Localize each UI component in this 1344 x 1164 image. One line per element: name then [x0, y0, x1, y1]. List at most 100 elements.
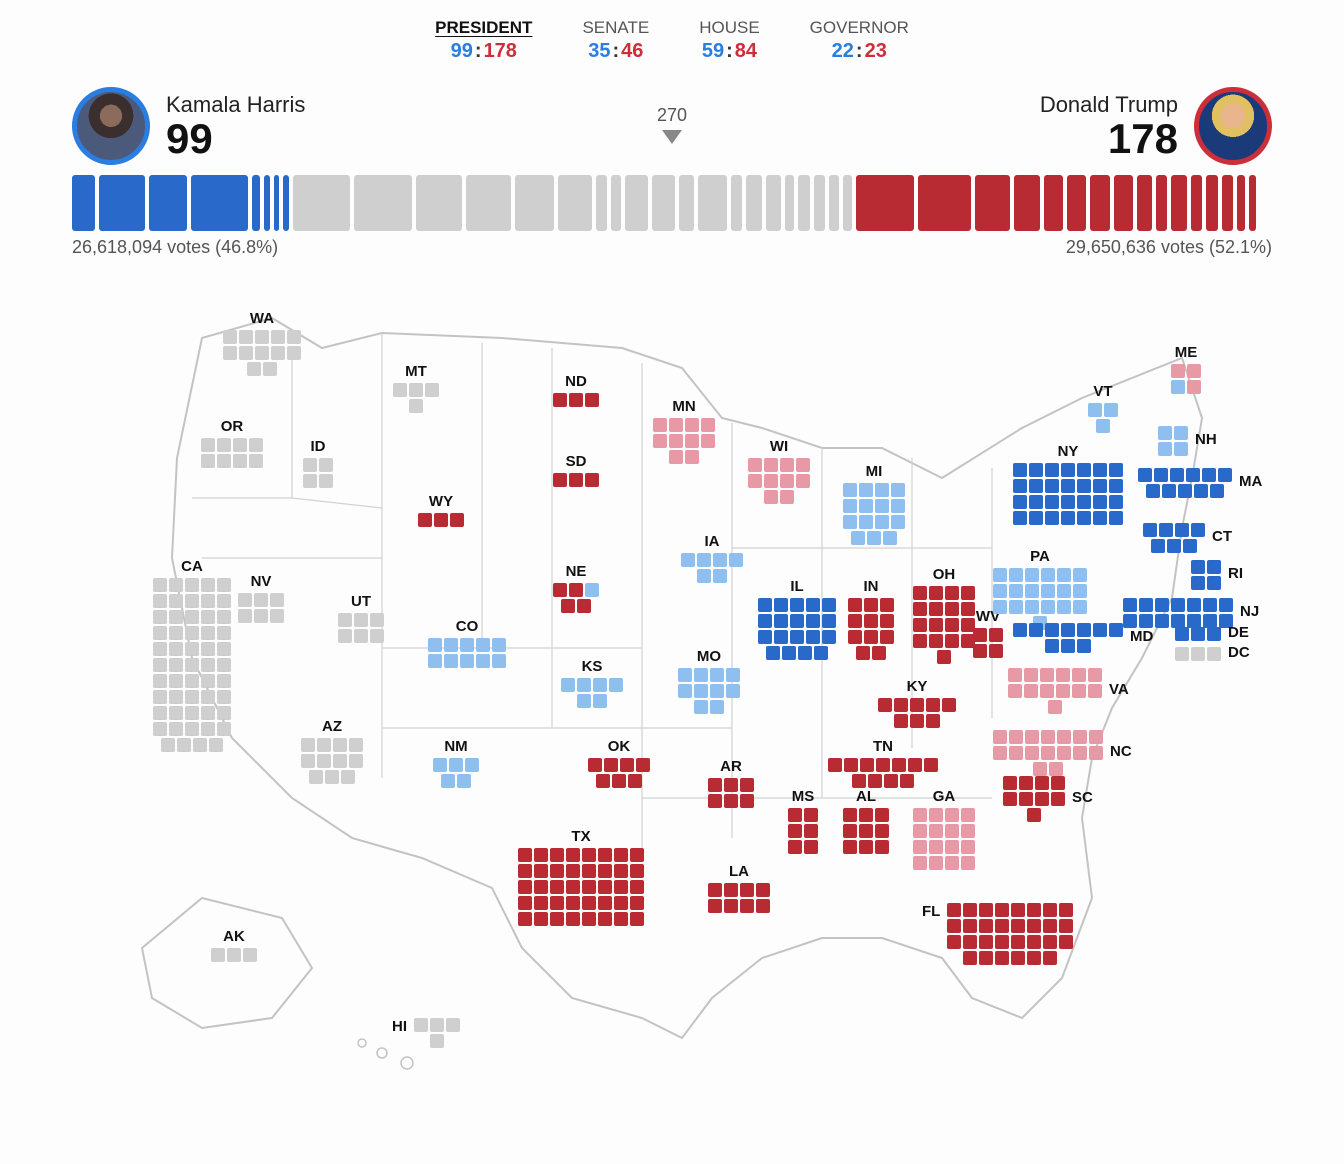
ev-bar-segment[interactable]	[1044, 175, 1063, 231]
ev-bar-segment[interactable]	[191, 175, 248, 231]
state-KY[interactable]: KY	[877, 678, 957, 728]
ev-bar-segment[interactable]	[354, 175, 411, 231]
ev-bar-segment[interactable]	[829, 175, 839, 231]
ev-bar-segment[interactable]	[1171, 175, 1186, 231]
ev-bar-segment[interactable]	[99, 175, 145, 231]
state-IN[interactable]: IN	[847, 578, 895, 660]
ev-bar-segment[interactable]	[785, 175, 795, 231]
ev-bar-segment[interactable]	[679, 175, 694, 231]
ev-bar-segment[interactable]	[746, 175, 761, 231]
ev-square	[628, 774, 642, 788]
tab-governor[interactable]: GOVERNOR22:23	[810, 18, 909, 63]
ev-bar-segment[interactable]	[1090, 175, 1109, 231]
ev-square	[790, 598, 804, 612]
ev-bar-segment[interactable]	[731, 175, 742, 231]
ev-bar-segment[interactable]	[611, 175, 621, 231]
state-WI[interactable]: WI	[747, 438, 811, 504]
state-UT[interactable]: UT	[337, 593, 385, 643]
state-AR[interactable]: AR	[707, 758, 755, 808]
state-ND[interactable]: ND	[552, 373, 600, 407]
ev-bar-segment[interactable]	[652, 175, 675, 231]
state-NY[interactable]: NY	[1012, 443, 1124, 525]
ev-bar-segment[interactable]	[293, 175, 350, 231]
ev-bar-segment[interactable]	[1191, 175, 1202, 231]
ev-bar-segment[interactable]	[596, 175, 607, 231]
tab-senate[interactable]: SENATE35:46	[582, 18, 649, 63]
ev-bar-segment[interactable]	[625, 175, 648, 231]
state-SD[interactable]: SD	[552, 453, 600, 487]
ev-bar-segment[interactable]	[1237, 175, 1245, 231]
state-OH[interactable]: OH	[912, 566, 976, 664]
ev-bar-segment[interactable]	[918, 175, 972, 231]
state-TX[interactable]: TX	[517, 828, 645, 926]
state-ME[interactable]: ME	[1170, 344, 1202, 394]
state-GA[interactable]: GA	[912, 788, 976, 870]
state-ID[interactable]: ID	[302, 438, 334, 488]
ev-bar-segment[interactable]	[466, 175, 512, 231]
state-NM[interactable]: NM	[432, 738, 480, 788]
ev-bar-segment[interactable]	[698, 175, 727, 231]
ev-bar-segment[interactable]	[515, 175, 553, 231]
ev-bar-segment[interactable]	[975, 175, 1009, 231]
state-IA[interactable]: IA	[680, 533, 744, 583]
ev-bar-segment[interactable]	[1137, 175, 1152, 231]
state-WY[interactable]: WY	[417, 493, 465, 527]
ev-bar-segment[interactable]	[1014, 175, 1041, 231]
ev-bar-segment[interactable]	[283, 175, 289, 231]
ev-bar-segment[interactable]	[252, 175, 260, 231]
state-NH[interactable]: NH	[1157, 426, 1217, 456]
state-CA[interactable]: CA	[152, 558, 232, 752]
state-SC[interactable]: SC	[1002, 776, 1093, 822]
ev-bar-segment[interactable]	[843, 175, 853, 231]
ev-bar-segment[interactable]	[1114, 175, 1133, 231]
state-DE[interactable]: DE	[1174, 624, 1249, 644]
tab-president[interactable]: PRESIDENT99:178	[435, 18, 532, 63]
ev-bar-segment[interactable]	[1156, 175, 1167, 231]
ev-bar-segment[interactable]	[814, 175, 825, 231]
state-AL[interactable]: AL	[842, 788, 890, 854]
state-DC[interactable]: DC	[1174, 644, 1250, 664]
state-CT[interactable]: CT	[1142, 523, 1232, 553]
state-MT[interactable]: MT	[392, 363, 440, 413]
state-OR[interactable]: OR	[200, 418, 264, 468]
state-LA[interactable]: LA	[707, 863, 771, 913]
state-AK[interactable]: AK	[210, 928, 258, 962]
state-TN[interactable]: TN	[827, 738, 939, 788]
state-KS[interactable]: KS	[560, 658, 624, 708]
tab-house[interactable]: HOUSE59:84	[699, 18, 759, 63]
state-MN[interactable]: MN	[652, 398, 716, 464]
ev-bar-segment[interactable]	[1222, 175, 1233, 231]
ev-bar-segment[interactable]	[1067, 175, 1086, 231]
state-OK[interactable]: OK	[587, 738, 651, 788]
ev-bar-segment[interactable]	[416, 175, 462, 231]
state-RI[interactable]: RI	[1190, 560, 1243, 590]
state-FL[interactable]: FL	[922, 903, 1074, 965]
ev-square	[678, 668, 692, 682]
ev-bar-segment[interactable]	[274, 175, 280, 231]
state-MO[interactable]: MO	[677, 648, 741, 714]
state-CO[interactable]: CO	[427, 618, 507, 668]
ev-bar-segment[interactable]	[1249, 175, 1257, 231]
state-WA[interactable]: WA	[222, 310, 302, 376]
ev-bar-segment[interactable]	[798, 175, 809, 231]
ev-bar-segment[interactable]	[72, 175, 95, 231]
state-VA[interactable]: VA	[1007, 668, 1129, 714]
state-MS[interactable]: MS	[787, 788, 819, 854]
ev-square	[1056, 668, 1070, 682]
ev-bar-segment[interactable]	[558, 175, 592, 231]
state-NV[interactable]: NV	[237, 573, 285, 623]
state-VT[interactable]: VT	[1087, 383, 1119, 433]
ev-bar-segment[interactable]	[856, 175, 913, 231]
state-IL[interactable]: IL	[757, 578, 837, 660]
ev-bar-segment[interactable]	[149, 175, 187, 231]
state-MI[interactable]: MI	[842, 463, 906, 545]
ev-bar-segment[interactable]	[766, 175, 781, 231]
state-PA[interactable]: PA	[992, 548, 1088, 630]
state-NC[interactable]: NC	[992, 730, 1132, 776]
state-AZ[interactable]: AZ	[300, 718, 364, 784]
state-HI[interactable]: HI	[392, 1018, 461, 1048]
state-MA[interactable]: MA	[1137, 468, 1262, 498]
ev-bar-segment[interactable]	[264, 175, 270, 231]
state-NE[interactable]: NE	[552, 563, 600, 613]
ev-bar-segment[interactable]	[1206, 175, 1217, 231]
